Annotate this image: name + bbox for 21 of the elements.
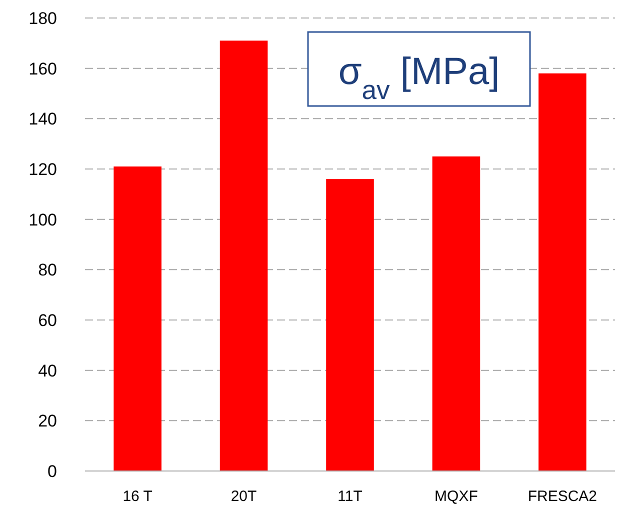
x-tick-label: 11T [338, 488, 362, 505]
y-tick-label: 100 [28, 210, 57, 230]
y-tick-label: 120 [28, 160, 57, 179]
y-tick-label: 0 [48, 462, 57, 481]
y-tick-label: 160 [28, 59, 57, 78]
y-tick-label: 140 [28, 110, 57, 129]
x-tick-label: 20T [230, 488, 257, 505]
y-tick-label: 60 [38, 310, 57, 330]
y-tick-label: 80 [38, 260, 57, 280]
bar [220, 40, 268, 471]
y-tick-label: 180 [28, 8, 57, 28]
text: σ$_{av}$ [MPa] [338, 51, 500, 105]
bar [538, 73, 586, 471]
bar [114, 166, 162, 471]
x-tick-label: MQXF [434, 488, 478, 505]
y-tick-label: 20 [38, 412, 57, 431]
bar [326, 179, 374, 471]
x-tick-label: 16 T [122, 488, 152, 505]
x-tick-label: FRESCA2 [528, 488, 598, 505]
y-tick-label: 40 [38, 361, 57, 380]
bar [432, 156, 480, 471]
